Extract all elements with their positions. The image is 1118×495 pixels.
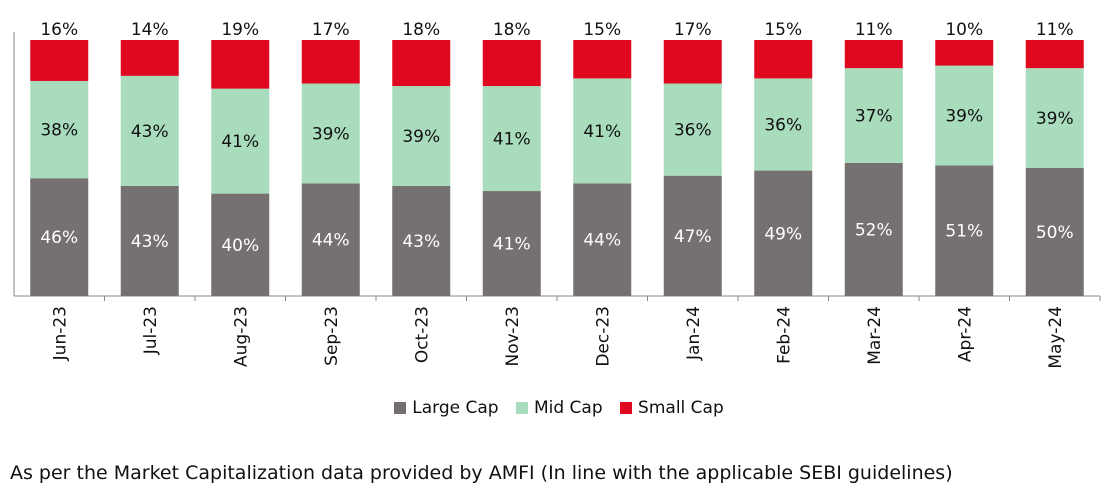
x-tick-label-jan-24: Jan-24 <box>684 306 704 361</box>
data-label-large-cap-mar-24: 52% <box>855 220 893 240</box>
bar-small-cap-dec-23 <box>573 40 632 79</box>
bar-small-cap-apr-24 <box>935 40 994 66</box>
data-label-mid-cap-nov-23: 41% <box>493 130 531 150</box>
bar-mid-cap-apr-24 <box>935 65 994 166</box>
data-label-small-cap-aug-23: 19% <box>221 20 259 40</box>
bar-mid-cap-nov-23 <box>482 86 541 192</box>
x-tick-label-dec-23: Dec-23 <box>593 306 613 367</box>
footnote: As per the Market Capitalization data pr… <box>10 462 953 484</box>
data-label-small-cap-mar-24: 11% <box>855 20 893 40</box>
data-label-small-cap-may-24: 11% <box>1036 20 1074 40</box>
bar-mid-cap-sep-23 <box>301 83 360 184</box>
data-label-mid-cap-jun-23: 38% <box>40 121 78 141</box>
data-label-mid-cap-dec-23: 41% <box>583 122 621 142</box>
data-label-small-cap-oct-23: 18% <box>402 20 440 40</box>
bar-large-cap-apr-24 <box>935 165 994 296</box>
data-label-mid-cap-sep-23: 39% <box>312 124 350 144</box>
bar-small-cap-jul-23 <box>120 40 179 76</box>
data-label-large-cap-sep-23: 44% <box>312 231 350 251</box>
data-label-small-cap-jun-23: 16% <box>40 20 78 40</box>
bar-mid-cap-jun-23 <box>30 80 89 179</box>
stacked-bar-chart: 46% 38% 16% Jun-23 43% 43% 14% Jul-23 40% 41% 19% A… <box>13 20 1101 369</box>
bar-large-cap-dec-23 <box>573 183 632 296</box>
x-tick-label-jul-23: Jul-23 <box>141 306 161 355</box>
legend-label-small-cap: Small Cap <box>638 398 724 418</box>
data-label-mid-cap-apr-24: 39% <box>945 107 983 127</box>
bar-large-cap-jan-24 <box>663 175 722 296</box>
bar-large-cap-sep-23 <box>301 183 360 296</box>
bar-large-cap-nov-23 <box>482 191 541 296</box>
data-label-mid-cap-feb-24: 36% <box>764 115 802 135</box>
x-tick-label-mar-24: Mar-24 <box>865 306 885 365</box>
legend-swatch-large-cap <box>394 402 407 414</box>
legend-item-mid-cap: Mid Cap <box>515 398 603 418</box>
data-label-large-cap-aug-23: 40% <box>221 236 259 256</box>
legend-label-large-cap: Large Cap <box>412 398 499 418</box>
bar-small-cap-jun-23 <box>30 40 89 81</box>
x-tick-label-sep-23: Sep-23 <box>322 306 342 366</box>
data-label-mid-cap-may-24: 39% <box>1036 109 1074 129</box>
bar-mid-cap-jul-23 <box>120 75 179 186</box>
legend-swatch-small-cap <box>620 402 633 414</box>
bar-small-cap-oct-23 <box>392 40 451 87</box>
data-label-small-cap-jan-24: 17% <box>674 20 712 40</box>
data-label-large-cap-jun-23: 46% <box>40 228 78 248</box>
x-tick-label-may-24: May-24 <box>1046 306 1066 369</box>
data-label-large-cap-jan-24: 47% <box>674 227 712 247</box>
data-label-small-cap-dec-23: 15% <box>583 20 621 40</box>
data-label-large-cap-oct-23: 43% <box>402 232 440 252</box>
x-tick-label-aug-23: Aug-23 <box>231 306 251 367</box>
data-label-mid-cap-jul-23: 43% <box>131 122 169 142</box>
legend-swatch-mid-cap <box>515 402 528 414</box>
bar-large-cap-jun-23 <box>30 178 89 296</box>
data-label-mid-cap-aug-23: 41% <box>221 132 259 152</box>
bar-mid-cap-dec-23 <box>573 78 632 184</box>
data-label-small-cap-feb-24: 15% <box>764 20 802 40</box>
data-label-large-cap-dec-23: 44% <box>583 231 621 251</box>
bar-small-cap-sep-23 <box>301 40 360 84</box>
bar-mid-cap-mar-24 <box>844 68 903 163</box>
x-tick-label-oct-23: Oct-23 <box>412 306 432 363</box>
data-label-mid-cap-mar-24: 37% <box>855 107 893 127</box>
bar-small-cap-nov-23 <box>482 40 541 87</box>
bar-small-cap-feb-24 <box>754 40 813 79</box>
data-label-large-cap-jul-23: 43% <box>131 232 169 252</box>
x-tick-label-jun-23: Jun-23 <box>50 306 70 361</box>
bar-mid-cap-oct-23 <box>392 86 451 186</box>
data-label-large-cap-may-24: 50% <box>1036 223 1074 243</box>
bar-small-cap-may-24 <box>1025 40 1084 69</box>
legend-item-small-cap: Small Cap <box>620 398 724 418</box>
data-label-mid-cap-oct-23: 39% <box>402 127 440 147</box>
data-label-mid-cap-jan-24: 36% <box>674 121 712 141</box>
x-tick-label-apr-24: Apr-24 <box>955 306 975 362</box>
data-label-small-cap-sep-23: 17% <box>312 20 350 40</box>
legend-item-large-cap: Large Cap <box>394 398 499 418</box>
data-label-large-cap-nov-23: 41% <box>493 235 531 255</box>
bar-large-cap-oct-23 <box>392 185 451 296</box>
data-label-small-cap-jul-23: 14% <box>131 20 169 40</box>
bar-mid-cap-aug-23 <box>211 88 270 194</box>
bar-small-cap-mar-24 <box>844 40 903 69</box>
x-tick-label-feb-24: Feb-24 <box>774 306 794 364</box>
bar-small-cap-jan-24 <box>663 40 722 84</box>
legend-label-mid-cap: Mid Cap <box>533 398 603 418</box>
bar-large-cap-jul-23 <box>120 185 179 296</box>
bar-mid-cap-may-24 <box>1025 68 1084 168</box>
data-label-small-cap-nov-23: 18% <box>493 20 531 40</box>
legend: Large Cap Mid Cap Small Cap <box>0 398 1118 419</box>
data-label-small-cap-apr-24: 10% <box>945 20 983 40</box>
bar-large-cap-feb-24 <box>754 170 813 296</box>
data-label-large-cap-apr-24: 51% <box>945 222 983 242</box>
bar-mid-cap-jan-24 <box>663 83 722 176</box>
data-label-large-cap-feb-24: 49% <box>764 224 802 244</box>
bar-mid-cap-feb-24 <box>754 78 813 171</box>
bar-large-cap-mar-24 <box>844 162 903 296</box>
bar-small-cap-aug-23 <box>211 40 270 89</box>
x-tick-label-nov-23: Nov-23 <box>503 306 523 367</box>
bar-large-cap-may-24 <box>1025 168 1084 296</box>
bar-large-cap-aug-23 <box>211 193 270 296</box>
